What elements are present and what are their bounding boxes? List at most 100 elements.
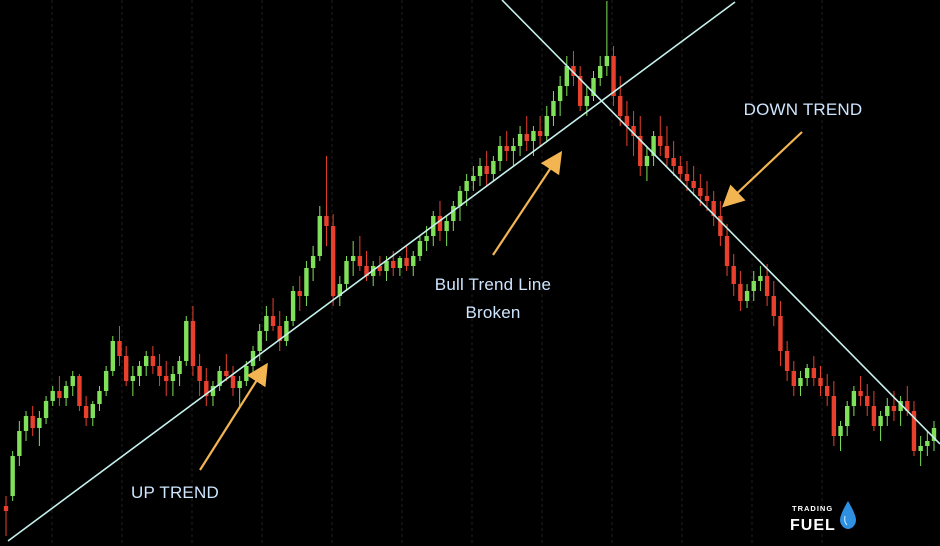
bull-candle [597,66,603,78]
bear-candle [230,376,236,388]
bull-candle [885,406,890,416]
bear-candle [204,381,209,396]
bear-candle [571,66,576,76]
bull-candle [511,146,516,151]
bull-candle [444,221,449,231]
bull-candle [170,374,176,381]
bull-candle [925,441,930,446]
bear-candle [330,226,336,296]
bear-candle [624,116,630,126]
bull-candle [491,161,496,174]
bull-candle [751,281,756,291]
bear-candle [197,366,202,381]
bull-candle [304,268,309,296]
bull-candle [90,404,95,418]
up-trend-line [7,1,736,542]
bull-candle [918,446,923,451]
bull-candle [851,391,857,406]
bull-candle [97,391,102,404]
bear-candle [818,378,823,386]
bear-candle [577,76,583,106]
bull-candle [17,431,22,456]
bull-candle [177,361,182,374]
bear-candle [123,356,129,381]
bear-candle [664,146,670,158]
bear-candle [831,396,837,436]
bull-candle [644,156,650,166]
bear-candle [437,216,443,231]
bear-candle [150,356,156,366]
bear-candle [824,386,830,396]
bull-candle [544,116,549,136]
bull-candle [37,418,42,428]
bull-candle [50,391,55,401]
bear-candle [718,216,723,236]
bull-candle [317,216,322,256]
bull-candle [758,276,763,281]
down-trend-arrow [722,131,803,208]
bear-candle [791,371,796,386]
bear-candle [157,366,162,376]
bear-candle [3,506,9,511]
bear-candle [270,316,276,326]
bear-candle [638,136,643,166]
candles [3,1,937,536]
bear-candle [324,216,329,226]
bull-candle [878,416,883,426]
bull-candle [184,321,189,361]
bear-candle [658,136,663,146]
bull-candle [384,261,389,271]
bull-candle [845,406,850,426]
bear-candle [484,166,489,174]
bear-candle [671,158,676,166]
bear-candle [771,296,776,316]
bear-candle [891,406,897,411]
bull-candle [63,386,69,398]
bull-candle [310,256,316,268]
bear-candle [704,196,710,201]
bear-candle [911,411,917,451]
bear-candle [190,321,196,366]
bull-candle [424,236,429,241]
bull-candle [290,291,296,321]
bear-candle [77,376,82,406]
bull-candle [931,428,937,441]
bull-candle [284,321,289,341]
bear-candle [164,376,169,381]
bear-candle [811,368,817,378]
bull-candle [798,378,803,386]
bull-candle [237,381,242,388]
bear-candle [778,316,783,351]
bear-candle [524,134,529,141]
bear-candle [738,284,743,301]
bull-candle [451,206,456,221]
bear-candle [364,266,369,276]
down-trend-line [501,0,940,445]
bear-candle [858,391,863,396]
logo: TRADING FUEL [790,501,856,534]
bear-candle [691,181,696,188]
bull-candle [604,56,610,66]
bull-candle [110,341,116,371]
bull-candle [337,284,343,296]
bull-break-arrow [492,150,563,256]
bull-candle [651,136,656,156]
bull-candle [23,416,29,431]
bull-candle [210,386,216,396]
up-trend-arrow [199,362,268,471]
bear-candle [504,146,509,151]
bear-candle [731,266,736,284]
bull-candle [397,258,403,268]
down-trend-label: DOWN TREND [744,100,863,119]
bear-candle [711,201,716,216]
bear-candle [391,261,396,268]
bull-candle [344,261,349,284]
bull-candle [584,96,590,106]
bear-candle [57,391,62,398]
bull-candle [471,176,476,181]
bear-candle [865,396,870,406]
bear-candle [684,174,690,181]
bear-candle [784,351,790,371]
